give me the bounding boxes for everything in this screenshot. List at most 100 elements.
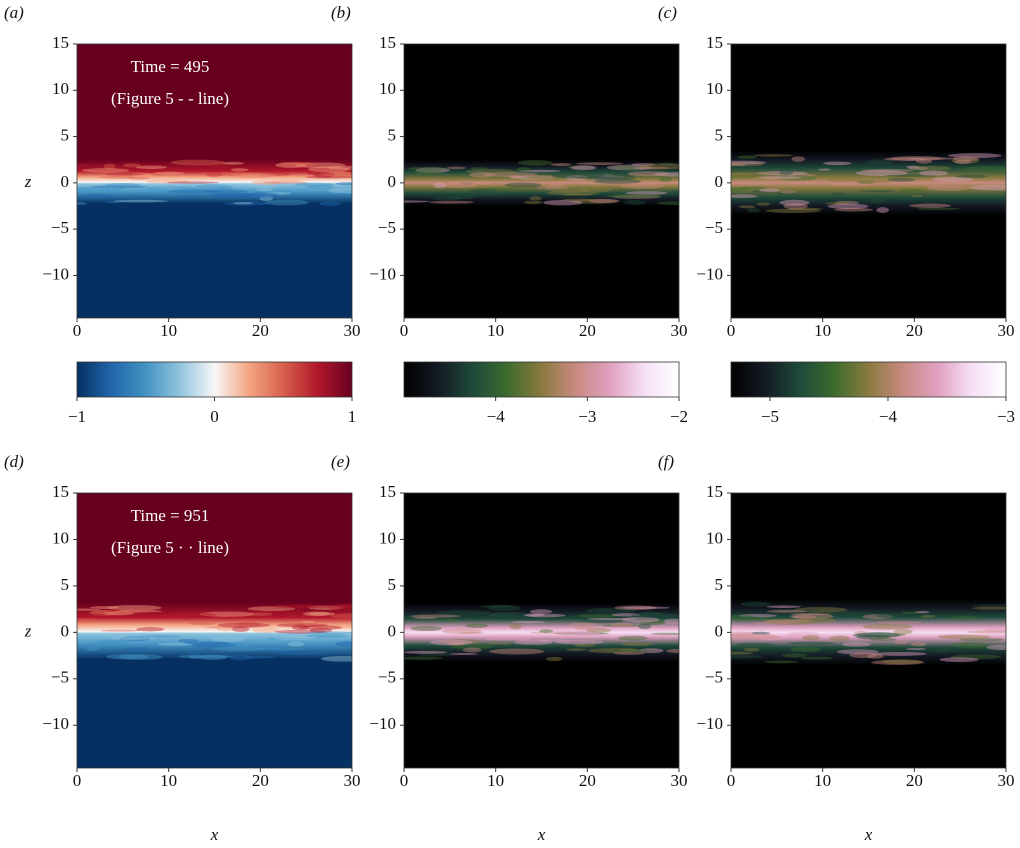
panel-label: (c) xyxy=(658,3,677,22)
streak xyxy=(77,186,125,192)
streak xyxy=(829,635,850,642)
streak xyxy=(157,642,193,646)
streak xyxy=(625,191,668,196)
streak xyxy=(122,163,141,168)
x-tick-label: 20 xyxy=(579,321,596,340)
streak xyxy=(951,157,980,164)
streak xyxy=(753,154,794,157)
streak xyxy=(827,203,869,210)
streak xyxy=(77,202,87,205)
x-tick-label: 10 xyxy=(814,321,831,340)
colorbar-tick-label: −5 xyxy=(761,407,779,426)
streak xyxy=(787,173,815,178)
streak xyxy=(612,194,661,199)
x-tick-label: 0 xyxy=(727,771,736,790)
streak xyxy=(489,648,545,655)
streak xyxy=(168,189,222,194)
streak xyxy=(246,192,279,199)
streak xyxy=(491,612,514,618)
streak xyxy=(252,628,279,633)
streak xyxy=(861,169,913,172)
streak xyxy=(486,642,512,645)
streak xyxy=(561,193,593,196)
streak xyxy=(429,639,474,646)
streak xyxy=(875,621,923,624)
y-tick-label: 10 xyxy=(706,79,723,98)
streak xyxy=(105,182,141,188)
streak xyxy=(308,605,343,610)
frame xyxy=(730,492,1007,769)
x-tick-label: 20 xyxy=(252,771,269,790)
streak xyxy=(138,634,182,638)
streak xyxy=(757,176,802,180)
streak xyxy=(264,199,309,206)
streak xyxy=(294,162,346,169)
streak xyxy=(994,171,1006,175)
y-tick-label: 10 xyxy=(379,79,396,98)
x-tick-label: 30 xyxy=(998,771,1015,790)
streak xyxy=(329,171,351,175)
x-tick-label: 30 xyxy=(671,321,688,340)
streak xyxy=(865,159,893,166)
panel-label: (e) xyxy=(331,452,350,471)
y-tick-label: 5 xyxy=(715,575,724,594)
streak xyxy=(731,172,752,179)
streak xyxy=(587,174,636,181)
streak xyxy=(893,629,913,635)
y-tick-label: −10 xyxy=(42,714,69,733)
streak xyxy=(543,199,583,206)
streak xyxy=(884,174,938,177)
y-tick-label: 10 xyxy=(379,528,396,547)
streak xyxy=(914,610,930,614)
x-tick-label: 20 xyxy=(906,321,923,340)
streak xyxy=(849,652,878,658)
streak xyxy=(611,613,641,617)
streak xyxy=(862,623,913,630)
streak xyxy=(790,613,832,616)
streak xyxy=(103,163,116,170)
x-tick-label: 10 xyxy=(160,321,177,340)
streak xyxy=(170,159,225,166)
streak xyxy=(216,642,259,647)
streak xyxy=(504,182,542,188)
streak xyxy=(524,200,543,205)
streak xyxy=(955,174,988,179)
streak xyxy=(276,651,329,656)
colorbar-tick-label: −1 xyxy=(68,407,86,426)
streak xyxy=(216,625,234,632)
streak xyxy=(510,175,555,180)
y-axis-label: z xyxy=(24,172,32,191)
streak xyxy=(731,161,764,167)
panel-label: (a) xyxy=(4,3,24,22)
streak xyxy=(631,163,656,166)
streak xyxy=(899,188,923,194)
streak xyxy=(230,168,249,172)
streak xyxy=(790,613,834,620)
x-tick-label: 0 xyxy=(400,321,409,340)
streak xyxy=(450,652,479,655)
streak xyxy=(906,647,926,651)
y-tick-label: 10 xyxy=(52,79,69,98)
streak xyxy=(917,207,960,210)
streak xyxy=(97,176,136,179)
streak xyxy=(576,162,624,165)
streak xyxy=(404,650,448,654)
streak xyxy=(576,176,629,180)
streak xyxy=(573,643,596,647)
streak xyxy=(446,641,465,646)
streak xyxy=(247,606,296,612)
streak xyxy=(459,631,484,634)
streak xyxy=(731,651,753,655)
streak xyxy=(918,170,949,176)
streak xyxy=(577,613,620,618)
streak xyxy=(627,171,670,177)
streak xyxy=(246,612,273,616)
colorbar-tick-label: −4 xyxy=(879,407,898,426)
x-axis-label: x xyxy=(537,825,546,844)
streak xyxy=(937,634,991,640)
streak xyxy=(856,634,891,640)
field-texture xyxy=(731,153,1006,214)
streak xyxy=(191,643,236,648)
streak xyxy=(933,647,951,653)
streak xyxy=(613,651,646,655)
